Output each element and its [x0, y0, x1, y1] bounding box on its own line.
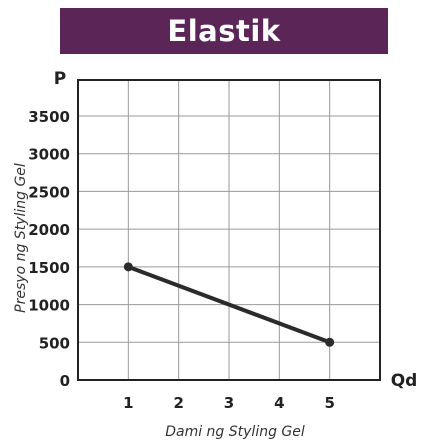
x-axis-title: Dami ng Styling Gel: [165, 424, 305, 440]
y-tick-label: 3000: [28, 146, 70, 164]
data-point: [123, 262, 133, 272]
x-tick-label: 5: [324, 394, 334, 412]
x-tick-label: 2: [173, 394, 183, 412]
chart-title: Elastik: [167, 14, 281, 48]
plot-frame: [77, 79, 381, 381]
grid-lines: [78, 80, 380, 380]
y-axis-name: P: [54, 69, 66, 89]
x-tick-label: 3: [224, 394, 234, 412]
series-line: [126, 264, 332, 345]
y-tick-label: 0: [60, 372, 70, 390]
y-tick-label: 2500: [28, 183, 70, 201]
series-layer: [123, 262, 335, 347]
x-tick-labels: 1 2 3 4 5: [123, 394, 335, 412]
chart-title-banner: Elastik: [60, 8, 388, 54]
y-tick-label: 1000: [28, 297, 70, 315]
y-tick-label: 3500: [28, 108, 70, 126]
y-tick-label: 500: [39, 334, 70, 352]
data-point: [325, 337, 335, 347]
y-axis-title: Presyo ng Styling Gel: [13, 163, 29, 313]
y-tick-label: 2000: [28, 221, 70, 239]
x-tick-label: 1: [123, 394, 133, 412]
x-tick-label: 4: [274, 394, 284, 412]
x-axis-name: Qd: [391, 371, 418, 391]
y-tick-labels: 0 500 1000 1500 2000 2500 3000 3500: [28, 108, 70, 390]
y-tick-label: 1500: [28, 259, 70, 277]
